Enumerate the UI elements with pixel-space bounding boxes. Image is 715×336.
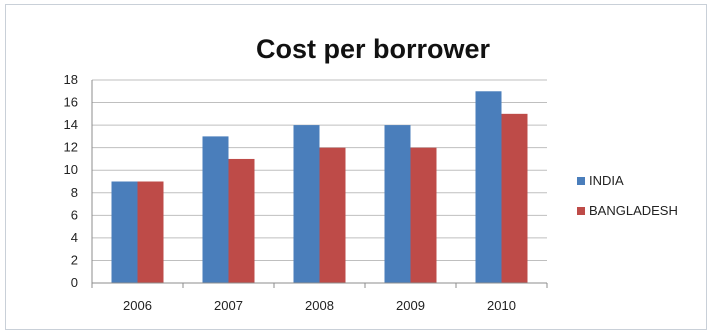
bar-bangladesh-2007: [228, 158, 255, 283]
bar-bangladesh-2006: [137, 181, 164, 283]
y-tick-label: 10: [64, 162, 78, 177]
legend-label-india: INDIA: [589, 173, 624, 188]
x-tick-label: 2007: [214, 298, 243, 313]
x-tick-label: 2009: [396, 298, 425, 313]
chart-canvas: Cost per borrower 0 2 4 6 8 10 12 14 16 18 2006 200…: [64, 34, 678, 313]
y-tick-label: 16: [64, 95, 78, 110]
bar-bangladesh-2009: [410, 147, 437, 283]
y-tick-label: 2: [71, 252, 78, 267]
chart-title: Cost per borrower: [256, 34, 491, 64]
chart-frame: Cost per borrower 0 2 4 6 8 10 12 14 16 18 2006 200…: [5, 4, 707, 330]
y-tick-label: 8: [71, 185, 78, 200]
bar-bangladesh-2008: [319, 147, 346, 283]
x-tick-label: 2008: [305, 298, 334, 313]
y-tick-label: 14: [64, 117, 78, 132]
axes: 0 2 4 6 8 10 12 14 16 18 2006 2007 2008 2009 2010: [64, 72, 548, 313]
y-tick-label: 0: [71, 275, 78, 290]
legend-swatch-bangladesh: [577, 207, 585, 215]
bar-india-2009: [384, 125, 411, 283]
bar-bangladesh-2010: [501, 113, 528, 283]
y-tick-label: 4: [71, 230, 78, 245]
y-tick-label: 18: [64, 72, 78, 87]
legend-label-bangladesh: BANGLADESH: [589, 203, 678, 218]
legend-swatch-india: [577, 177, 585, 185]
bar-india-2006: [111, 181, 138, 283]
bar-india-2007: [202, 136, 229, 283]
x-tick-label: 2006: [123, 298, 152, 313]
bar-india-2008: [293, 125, 320, 283]
bar-india-2010: [475, 91, 502, 284]
bars: [111, 91, 528, 284]
legend: INDIA BANGLADESH: [577, 173, 678, 218]
y-tick-label: 12: [64, 140, 78, 155]
y-tick-label: 6: [71, 207, 78, 222]
x-tick-label: 2010: [487, 298, 516, 313]
